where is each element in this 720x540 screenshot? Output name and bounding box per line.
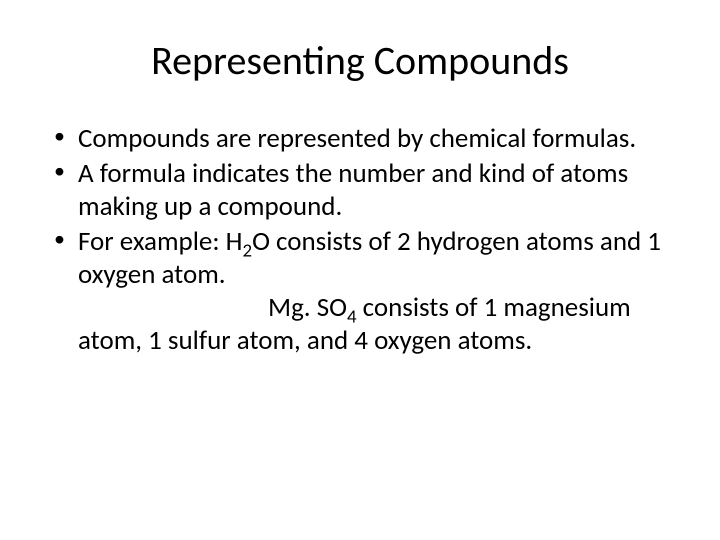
bullet-text-part: For example: H xyxy=(78,225,243,258)
bullet-item: Compounds are represented by chemical fo… xyxy=(50,123,670,156)
bullet-item: A formula indicates the number and kind … xyxy=(50,158,670,224)
slide-title: Representing Compounds xyxy=(50,36,670,85)
bullet-item: For example: H2O consists of 2 hydrogen … xyxy=(50,226,670,358)
bullet-text-part: Mg. SO xyxy=(268,291,347,324)
bullet-text: Compounds are represented by chemical fo… xyxy=(78,122,636,155)
bullet-text-line: atom, 1 sulfur atom, and 4 oxygen atoms. xyxy=(78,325,670,358)
bullet-text-part: consists of 1 magnesium xyxy=(357,291,631,324)
bullet-list: Compounds are represented by chemical fo… xyxy=(50,123,670,358)
subscript: 2 xyxy=(243,239,253,262)
bullet-text-line: Mg. SO4 consists of 1 magnesium xyxy=(78,292,670,325)
bullet-text: A formula indicates the number and kind … xyxy=(78,157,628,223)
slide-content: Compounds are represented by chemical fo… xyxy=(50,123,670,358)
slide-container: Representing Compounds Compounds are rep… xyxy=(0,0,720,540)
